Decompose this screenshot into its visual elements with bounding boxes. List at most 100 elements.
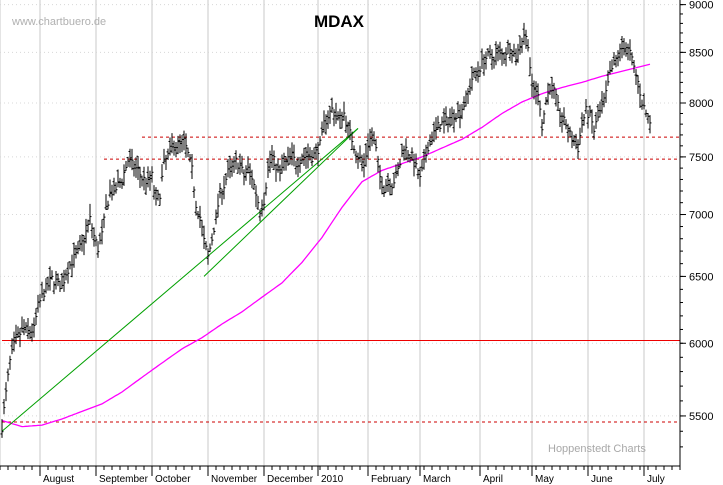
y-tick-label: 8000 bbox=[689, 98, 713, 110]
price-bar bbox=[38, 293, 42, 308]
price-bar bbox=[408, 154, 412, 163]
moving-average-layer bbox=[1, 63, 651, 428]
price-bar bbox=[250, 169, 254, 189]
price-bar bbox=[224, 172, 228, 186]
y-axis-ticks: 5500 6000 6500 7000 7500 8000 8500 9000 bbox=[680, 0, 713, 448]
price-bar bbox=[10, 338, 14, 355]
reference-lines bbox=[2, 136, 680, 423]
price-bar bbox=[546, 82, 550, 105]
price-bar bbox=[644, 109, 648, 118]
price-bar bbox=[646, 112, 650, 124]
price-bar bbox=[290, 142, 294, 166]
price-bar bbox=[6, 368, 10, 382]
price-bar bbox=[502, 52, 506, 65]
price-bar bbox=[144, 177, 148, 195]
price-bar bbox=[424, 144, 428, 163]
price-bar bbox=[2, 398, 6, 415]
price-bar bbox=[150, 166, 154, 183]
price-bar bbox=[98, 232, 102, 245]
price-bar bbox=[228, 155, 232, 179]
price-bar bbox=[126, 156, 130, 167]
price-bar bbox=[172, 140, 176, 156]
price-bar bbox=[348, 119, 352, 141]
price-bar bbox=[388, 178, 392, 196]
price-bar bbox=[176, 135, 180, 155]
x-tick-label: July bbox=[647, 474, 665, 485]
price-bar bbox=[370, 127, 374, 147]
price-bar bbox=[232, 156, 236, 173]
price-bar bbox=[526, 39, 530, 52]
price-bar bbox=[436, 115, 440, 130]
trendline bbox=[1, 128, 359, 432]
x-tick-label: September bbox=[99, 474, 149, 485]
price-bar bbox=[24, 322, 28, 334]
price-bar bbox=[440, 116, 444, 126]
price-bar bbox=[322, 110, 326, 133]
price-bar bbox=[492, 56, 496, 69]
price-bar bbox=[288, 147, 292, 165]
x-tick-label: March bbox=[423, 474, 451, 485]
price-bar bbox=[96, 241, 100, 258]
price-bar bbox=[500, 48, 504, 66]
price-bar bbox=[314, 143, 318, 160]
price-bars-layer bbox=[0, 22, 652, 438]
price-bar bbox=[206, 248, 210, 265]
price-bar bbox=[618, 43, 622, 62]
price-bar bbox=[76, 241, 80, 255]
horizontal-gridlines bbox=[0, 4, 680, 417]
price-bar bbox=[584, 99, 588, 114]
price-bar bbox=[32, 317, 36, 338]
price-bar bbox=[462, 96, 466, 111]
price-bar bbox=[376, 155, 380, 173]
price-bar bbox=[624, 42, 628, 57]
price-bar bbox=[298, 156, 302, 173]
price-bar bbox=[178, 134, 182, 154]
price-bar bbox=[212, 227, 216, 235]
price-bar bbox=[276, 158, 280, 173]
price-bar bbox=[154, 187, 158, 206]
x-tick-label: November bbox=[211, 474, 258, 485]
x-tick-label: February bbox=[371, 474, 411, 485]
price-bar bbox=[230, 160, 234, 177]
price-bar bbox=[258, 209, 262, 222]
price-bar bbox=[648, 115, 652, 134]
price-bar bbox=[592, 125, 596, 140]
price-bar bbox=[536, 83, 540, 106]
price-bar bbox=[84, 218, 88, 244]
price-bar bbox=[556, 94, 560, 111]
price-bar bbox=[586, 109, 590, 129]
chart-title: MDAX bbox=[314, 12, 365, 31]
x-tick-label: April bbox=[483, 474, 503, 485]
price-bar bbox=[248, 163, 252, 185]
price-bar bbox=[208, 243, 212, 253]
price-bar bbox=[494, 41, 498, 66]
price-bar bbox=[510, 49, 514, 64]
price-bar bbox=[72, 242, 76, 268]
price-bar bbox=[210, 233, 214, 246]
y-tick-label: 7500 bbox=[689, 152, 713, 164]
price-bar bbox=[422, 149, 426, 170]
price-bar bbox=[302, 147, 306, 167]
price-bar bbox=[196, 211, 200, 220]
y-tick-label: 9000 bbox=[689, 0, 713, 12]
price-bar bbox=[130, 148, 134, 171]
price-bar bbox=[600, 90, 604, 114]
price-bar bbox=[448, 108, 452, 128]
price-bar bbox=[380, 176, 384, 195]
price-bar bbox=[340, 111, 344, 129]
price-bar bbox=[80, 234, 84, 252]
price-bar bbox=[434, 117, 438, 140]
price-bar bbox=[528, 57, 532, 77]
price-bar bbox=[104, 194, 108, 211]
price-bar bbox=[336, 111, 340, 121]
price-bar bbox=[334, 102, 338, 124]
price-bar bbox=[28, 326, 32, 340]
price-bar bbox=[252, 179, 256, 190]
price-bar bbox=[554, 88, 558, 107]
price-bar bbox=[414, 153, 418, 169]
price-bar bbox=[236, 162, 240, 174]
price-bar bbox=[628, 39, 632, 61]
price-bar bbox=[220, 188, 224, 205]
price-bar bbox=[598, 101, 602, 118]
price-bar bbox=[90, 223, 94, 239]
